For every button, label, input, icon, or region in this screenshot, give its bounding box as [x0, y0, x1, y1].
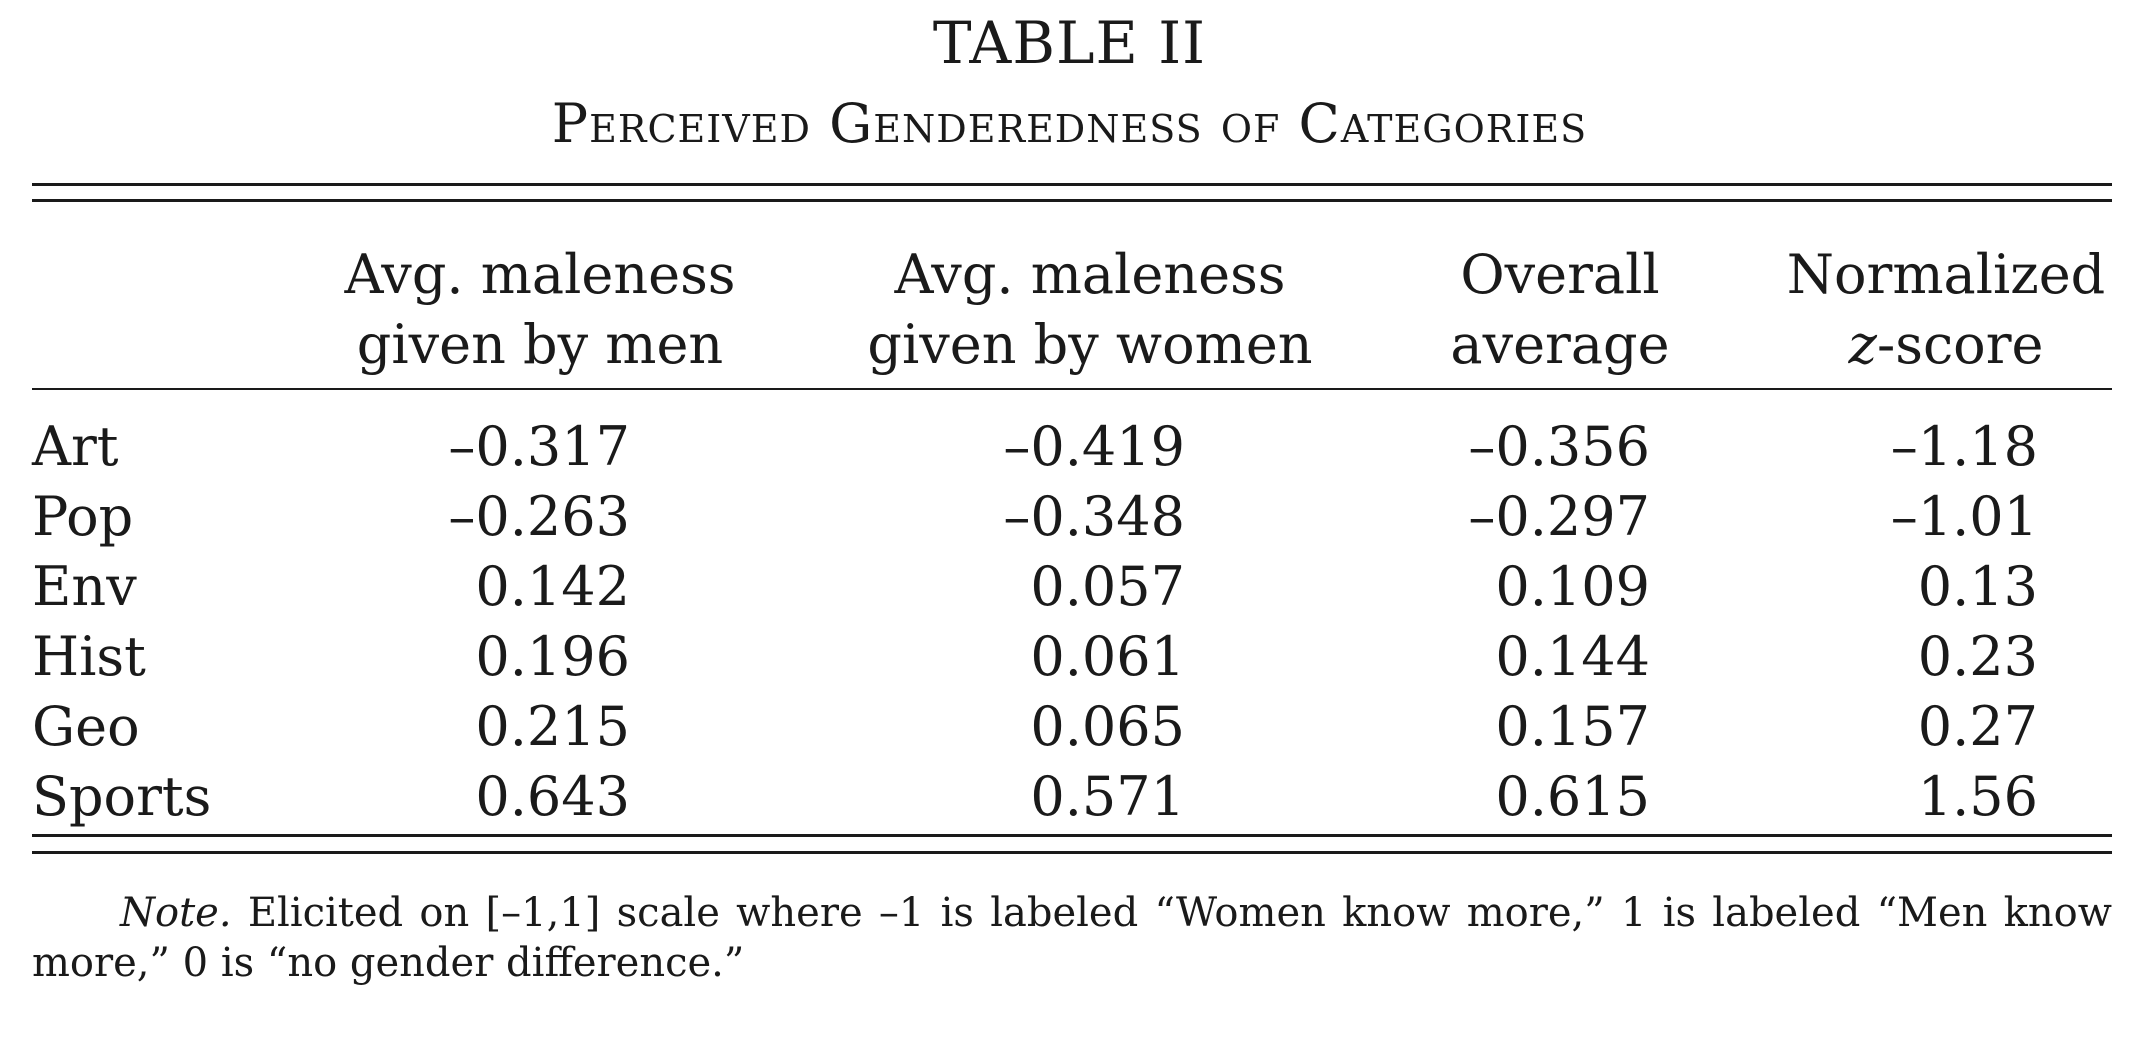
table-cell: –1.18 — [1890, 415, 2038, 478]
column-header-line2: given by women — [867, 313, 1313, 376]
row-label: Art — [32, 415, 119, 478]
table-cell: –1.01 — [1890, 485, 2038, 548]
bottom-rule-inner — [32, 834, 2112, 837]
table-title: Perceived Genderedness of Categories — [551, 92, 1588, 155]
table-number: TABLE II — [932, 9, 1207, 77]
table-cell: 0.142 — [475, 555, 630, 618]
row-label: Env — [32, 555, 137, 618]
row-label: Hist — [32, 625, 146, 688]
column-header-line1: Avg. maleness — [894, 243, 1286, 306]
score-suffix: -score — [1876, 313, 2044, 376]
bottom-rule-outer — [32, 851, 2112, 854]
column-header-line2: average — [1450, 313, 1670, 376]
table-cell: 0.061 — [1030, 625, 1185, 688]
table-cell: 0.643 — [475, 765, 630, 828]
column-header-line2: given by men — [356, 313, 724, 376]
table-cell: –0.317 — [448, 415, 630, 478]
column-header-women: Avg. maleness given by women — [850, 240, 1330, 380]
column-header-line1: Overall — [1460, 243, 1660, 306]
table-cell: 0.109 — [1495, 555, 1650, 618]
table-cell: 0.144 — [1495, 625, 1650, 688]
table-cell: 0.057 — [1030, 555, 1185, 618]
table-cell: 0.27 — [1917, 695, 2038, 758]
z-symbol: z — [1848, 313, 1877, 376]
column-header-line2: z-score — [1780, 310, 2112, 380]
table-cell: 0.13 — [1917, 555, 2038, 618]
table-note: Note. Elicited on [–1,1] scale where –1 … — [32, 888, 2112, 988]
top-rule-inner — [32, 199, 2112, 202]
note-label: Note. — [120, 890, 232, 936]
table-cell: 1.56 — [1917, 765, 2038, 828]
table-cell: 0.215 — [475, 695, 630, 758]
table-cell: 0.065 — [1030, 695, 1185, 758]
table-cell: 0.196 — [475, 625, 630, 688]
table-cell: –0.263 — [448, 485, 630, 548]
table-cell: 0.571 — [1030, 765, 1185, 828]
row-label: Pop — [32, 485, 134, 548]
column-header-men: Avg. maleness given by men — [300, 240, 780, 380]
note-text: Elicited on [–1,1] scale where –1 is lab… — [32, 890, 2112, 986]
row-label: Sports — [32, 765, 212, 828]
table-cell: –0.348 — [1003, 485, 1185, 548]
header-rule — [32, 388, 2112, 390]
table-cell: 0.615 — [1495, 765, 1650, 828]
column-header-line1: Avg. maleness — [344, 243, 736, 306]
table-cell: –0.356 — [1468, 415, 1650, 478]
column-header-line1: Normalized — [1786, 243, 2106, 306]
column-header-zscore: Normalized z-score — [1780, 240, 2112, 380]
table-cell: 0.157 — [1495, 695, 1650, 758]
table-cell: –0.419 — [1003, 415, 1185, 478]
top-rule-outer — [32, 183, 2112, 186]
row-label: Geo — [32, 695, 140, 758]
table-cell: 0.23 — [1917, 625, 2038, 688]
table-cell: –0.297 — [1468, 485, 1650, 548]
column-header-overall: Overall average — [1400, 240, 1720, 380]
